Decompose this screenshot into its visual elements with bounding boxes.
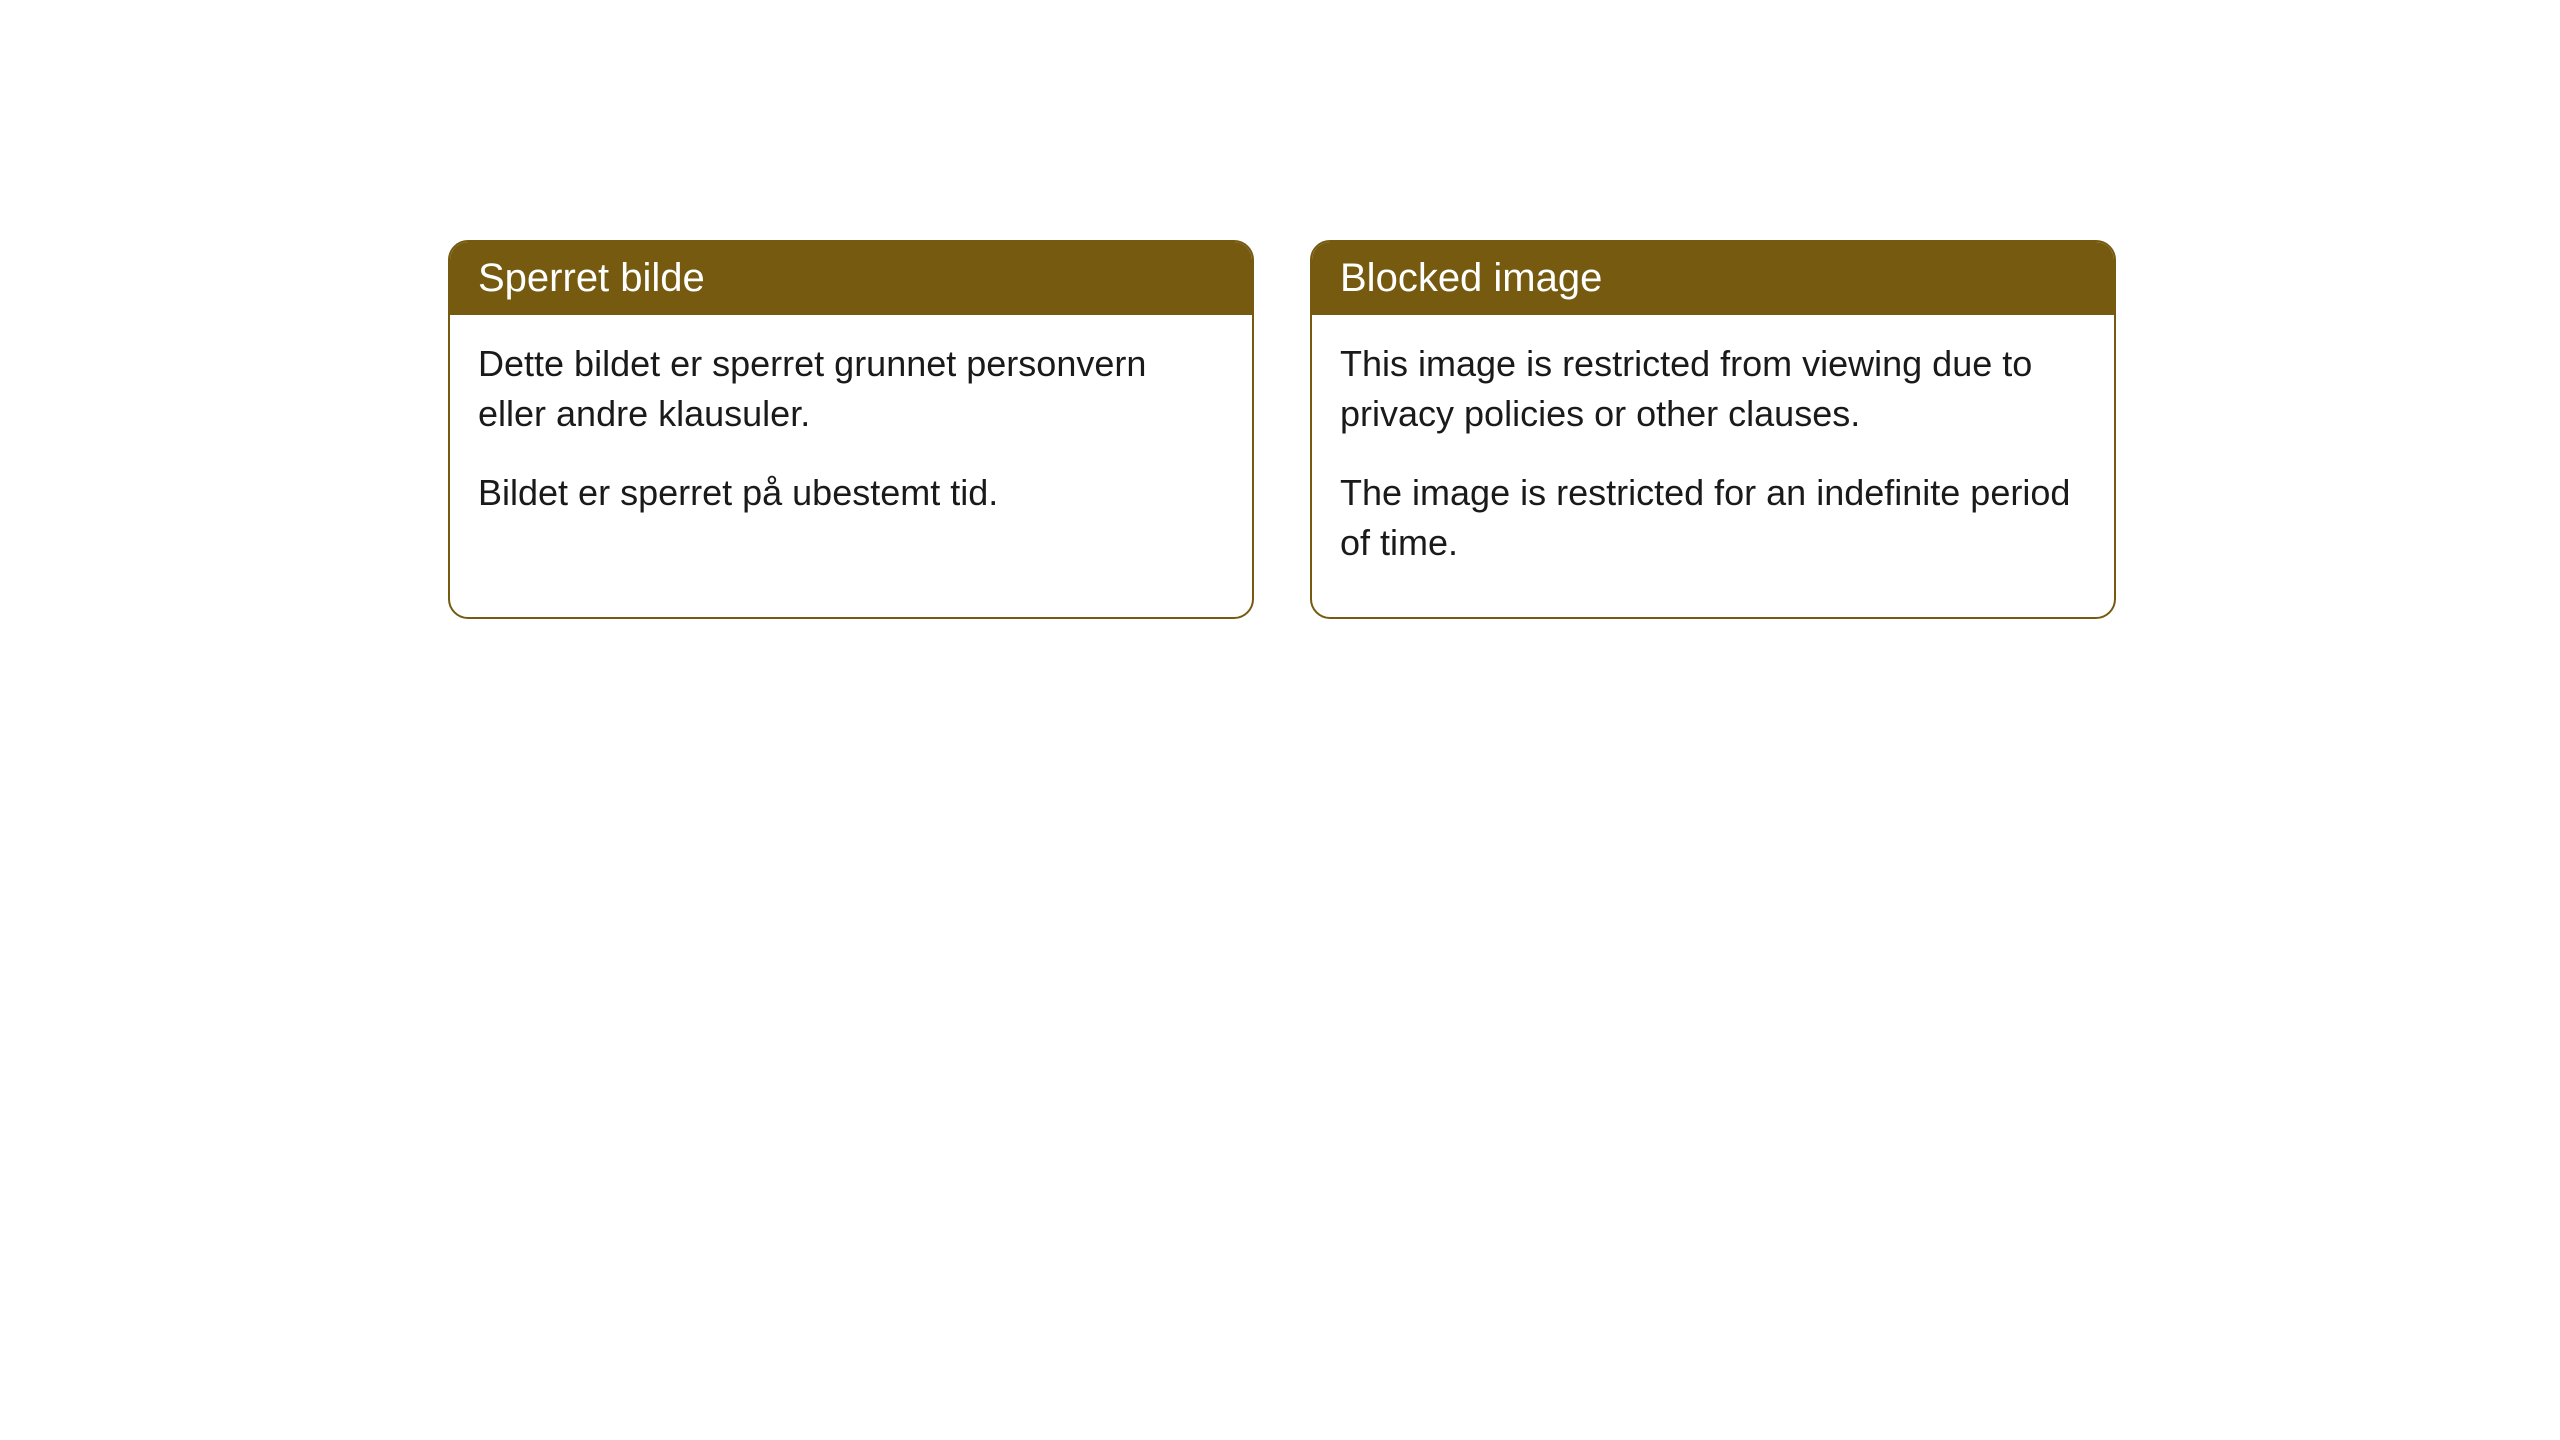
card-english: Blocked image This image is restricted f… <box>1310 240 2116 619</box>
card-paragraph: This image is restricted from viewing du… <box>1340 339 2086 440</box>
card-paragraph: The image is restricted for an indefinit… <box>1340 468 2086 569</box>
card-norwegian: Sperret bilde Dette bildet er sperret gr… <box>448 240 1254 619</box>
card-paragraph: Dette bildet er sperret grunnet personve… <box>478 339 1224 440</box>
card-body-english: This image is restricted from viewing du… <box>1312 315 2114 617</box>
cards-container: Sperret bilde Dette bildet er sperret gr… <box>448 240 2116 619</box>
card-body-norwegian: Dette bildet er sperret grunnet personve… <box>450 315 1252 566</box>
card-header-english: Blocked image <box>1312 242 2114 315</box>
card-paragraph: Bildet er sperret på ubestemt tid. <box>478 468 1224 518</box>
card-header-norwegian: Sperret bilde <box>450 242 1252 315</box>
